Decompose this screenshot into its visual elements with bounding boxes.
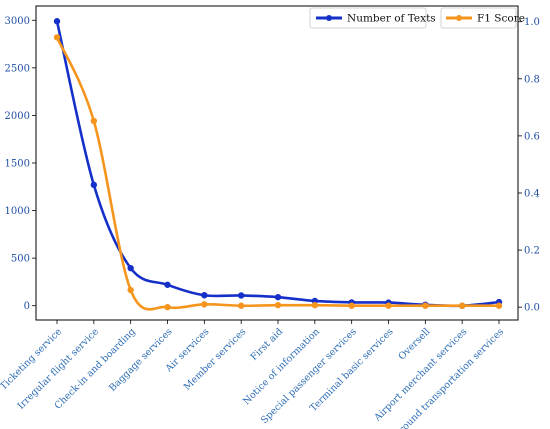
data-point-f1-score-irregular-flight-service xyxy=(90,117,98,125)
data-point-number-of-texts-baggage-services xyxy=(164,281,171,288)
legend-number-of-texts: Number of Texts xyxy=(309,7,436,29)
y-right-tick-label: 0.6 xyxy=(524,131,540,142)
x-tick-label-oversell: Oversell xyxy=(396,326,432,362)
data-point-f1-score-terminal-basic-services xyxy=(385,302,392,309)
data-point-f1-score-baggage-services xyxy=(164,303,171,311)
y-right-tick-label: 0.2 xyxy=(524,246,540,257)
x-tick-label-baggage-services: Baggage services xyxy=(107,326,175,394)
y-left-tick-label: 2000 xyxy=(5,111,30,122)
y-left-tick-label: 3000 xyxy=(5,16,30,27)
legend-marker-number-of-texts xyxy=(326,15,332,21)
y-right-tick-label: 0.8 xyxy=(524,74,540,85)
data-point-f1-score-ground-transportation-services xyxy=(495,302,503,309)
y-axis-left: 0 500 1000 1500 2000 2500 3000 xyxy=(5,16,36,312)
data-point-number-of-texts-check-in-and-boarding xyxy=(127,264,134,272)
data-point-f1-score-member-services xyxy=(237,302,245,309)
data-point-f1-score-air-services xyxy=(201,301,208,308)
data-point-number-of-texts-irregular-flight-service xyxy=(90,181,98,189)
legend-label-number-of-texts: Number of Texts xyxy=(347,13,436,25)
data-point-f1-score-oversell xyxy=(422,302,429,309)
plot-frame xyxy=(35,5,519,321)
data-point-number-of-texts-first-aid xyxy=(274,293,282,301)
y-left-tick-label: 0 xyxy=(24,301,30,312)
data-point-f1-score-check-in-and-boarding xyxy=(127,286,134,294)
data-point-f1-score-first-aid xyxy=(274,301,282,309)
series-layer xyxy=(53,18,503,311)
data-point-number-of-texts-member-services xyxy=(237,292,245,299)
data-point-f1-score-airport-merchant-services xyxy=(458,302,466,309)
legend-f1-score: F1 Score xyxy=(440,7,525,29)
y-left-tick-label: 500 xyxy=(11,254,30,265)
data-point-number-of-texts-air-services xyxy=(201,292,208,299)
data-point-f1-score-notice-of-information xyxy=(311,301,319,309)
y-left-tick-label: 2500 xyxy=(5,63,30,74)
data-point-f1-score-ticketing-service xyxy=(53,34,61,41)
data-point-f1-score-special-passenger-services xyxy=(348,302,355,309)
legend-label-f1-score: F1 Score xyxy=(477,13,525,25)
y-right-tick-label: 0.0 xyxy=(524,303,540,314)
x-tick-label-member-services: Member services xyxy=(182,326,248,392)
y-right-tick-label: 1.0 xyxy=(524,17,540,28)
data-point-number-of-texts-ticketing-service xyxy=(53,18,61,25)
legend-marker-f1-score xyxy=(456,15,462,21)
y-axis-right: 0.0 0.2 0.4 0.6 0.8 1.0 xyxy=(518,17,540,314)
y-left-tick-label: 1000 xyxy=(5,206,30,217)
series-line-f1-score xyxy=(55,36,499,311)
x-tick-label-first-aid: First aid xyxy=(249,326,286,363)
x-tick-label-ticketing-service: Ticketing service xyxy=(0,326,64,392)
y-right-tick-label: 0.4 xyxy=(524,188,540,199)
y-left-tick-label: 1500 xyxy=(5,159,30,170)
